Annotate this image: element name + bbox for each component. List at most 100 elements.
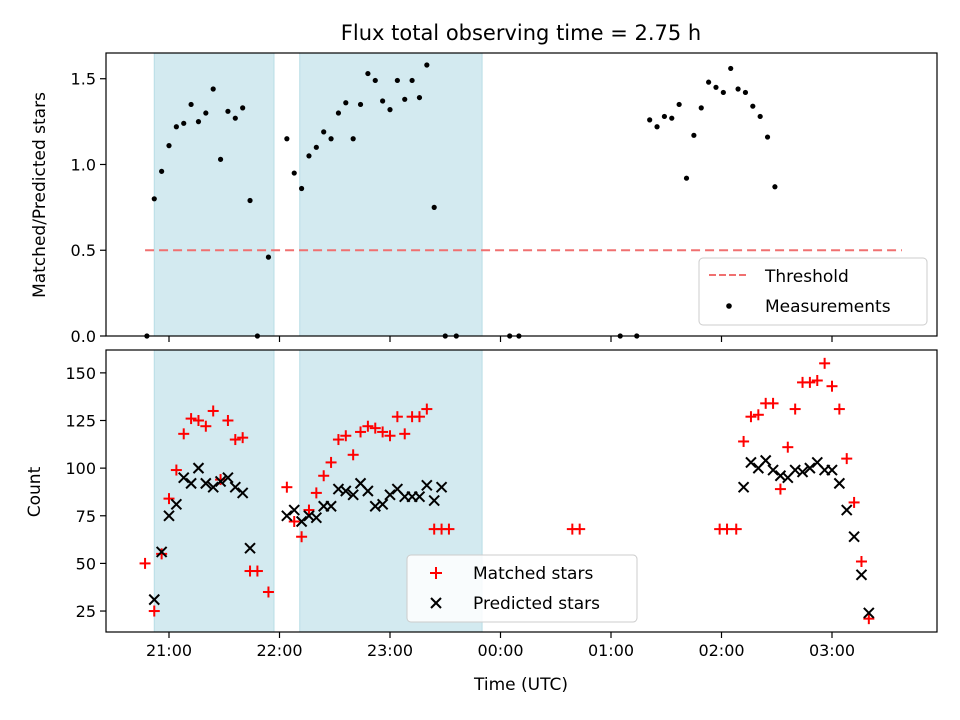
matched-star-point (156, 548, 168, 560)
measurement-point (188, 101, 194, 108)
top-panel: 0.0 0.5 1.0 1.5 Matched/Predicted stars Thr… (30, 52, 938, 346)
matched-star-point (767, 397, 779, 409)
measurement-point (691, 132, 697, 138)
matched-star-point (222, 415, 234, 426)
measurement-point (166, 143, 172, 149)
predicted-star-point (435, 481, 448, 493)
matched-star-point (303, 504, 315, 516)
predicted-star-point (200, 477, 212, 490)
measurement-point (313, 144, 319, 150)
x-tick-label: 21:00 (146, 641, 192, 660)
matched-star-point (384, 430, 396, 442)
measurement-point (416, 94, 423, 101)
matched-star-point (355, 426, 367, 438)
matched-star-point (421, 403, 433, 415)
matched-star-point (262, 586, 274, 598)
predicted-star-point (325, 500, 337, 512)
matched-star-point (185, 413, 197, 425)
matched-star-point (215, 474, 227, 486)
predicted-star-point (376, 498, 389, 511)
matched-star-point (391, 411, 403, 423)
measurement-point (654, 124, 660, 130)
measurement-point (380, 98, 386, 104)
predicted-stars-points (148, 454, 875, 619)
measurement-point (365, 70, 371, 77)
measurement-point (225, 108, 231, 114)
bottom-shaded-intervals (153, 349, 483, 633)
bottom-y-ticks: 25 50 75 100 125 150 (65, 364, 106, 621)
predicted-star-point (855, 569, 868, 581)
matched-star-point (841, 453, 853, 465)
predicted-star-point (214, 475, 227, 488)
measurement-point (661, 113, 668, 120)
measurement-point (372, 77, 378, 84)
matched-star-point (369, 422, 381, 434)
measurement-point (720, 89, 726, 96)
measurement-point (387, 107, 393, 113)
matched-star-point (310, 487, 322, 499)
y-tick-label: 100 (65, 459, 96, 478)
matched-star-point (804, 376, 816, 388)
matched-star-point (288, 515, 300, 527)
predicted-star-point (863, 607, 875, 619)
measurement-point (735, 86, 741, 92)
predicted-star-point (759, 454, 772, 467)
measurement-point (676, 101, 682, 108)
measurement-point (328, 136, 334, 142)
x-tick-label: 22:00 (256, 641, 302, 660)
measurement-point (683, 175, 690, 181)
measurement-point (669, 115, 675, 121)
predicted-star-point (413, 491, 426, 503)
matched-star-point (855, 556, 867, 567)
predicted-star-point (236, 487, 249, 499)
predicted-star-point (222, 471, 234, 484)
measurement-point (757, 113, 763, 120)
measurement-point (742, 89, 749, 96)
predicted-star-point (841, 504, 853, 516)
chart-title: Flux total observing time = 2.75 h (341, 21, 701, 45)
predicted-star-point (310, 511, 323, 524)
top-plot-frame (105, 52, 938, 337)
measurement-point (357, 101, 364, 108)
x-tick-label: 03:00 (809, 641, 855, 660)
matched-stars-points (139, 357, 875, 625)
bottom-legend: Matched stars Predicted stars (406, 554, 638, 623)
legend-threshold-label: Threshold (764, 267, 849, 287)
measurement-point (291, 170, 297, 176)
y-tick-label: 0.0 (71, 327, 96, 346)
matched-star-point (826, 380, 838, 392)
y-tick-label: 25 (76, 602, 96, 621)
measurement-point (306, 153, 312, 159)
predicted-star-point (767, 464, 779, 476)
legend-measurements-swatch (726, 303, 732, 309)
matched-star-point (251, 565, 263, 577)
y-tick-label: 50 (76, 554, 96, 573)
predicted-star-point (281, 510, 293, 522)
matched-star-point (281, 481, 293, 493)
top-legend-box (698, 257, 928, 326)
predicted-star-point (163, 510, 175, 522)
top-y-axis-label: Matched/Predicted stars (30, 92, 50, 298)
predicted-star-point (428, 494, 440, 507)
bottom-plot-frame (105, 349, 938, 633)
measurement-point (247, 197, 253, 204)
predicted-star-point (362, 485, 374, 497)
bottom-x-ticks: 21:00 22:00 23:00 00:00 01:00 02:00 03:00 (146, 632, 855, 660)
y-tick-label: 125 (65, 412, 96, 431)
top-shaded-intervals (153, 52, 483, 337)
predicted-star-point (804, 462, 816, 474)
y-tick-label: 1.0 (71, 155, 96, 174)
predicted-star-point (295, 515, 308, 528)
predicted-star-point (833, 477, 846, 490)
predicted-star-point (347, 489, 359, 501)
measurement-point (173, 124, 179, 130)
measurement-point (195, 119, 202, 125)
matched-star-point (789, 403, 801, 415)
measurement-point (240, 105, 246, 111)
x-tick-label: 01:00 (588, 641, 634, 660)
matched-star-point (170, 464, 182, 476)
measurement-point (728, 65, 734, 72)
matched-star-point (752, 409, 764, 421)
matched-star-point (347, 449, 359, 461)
